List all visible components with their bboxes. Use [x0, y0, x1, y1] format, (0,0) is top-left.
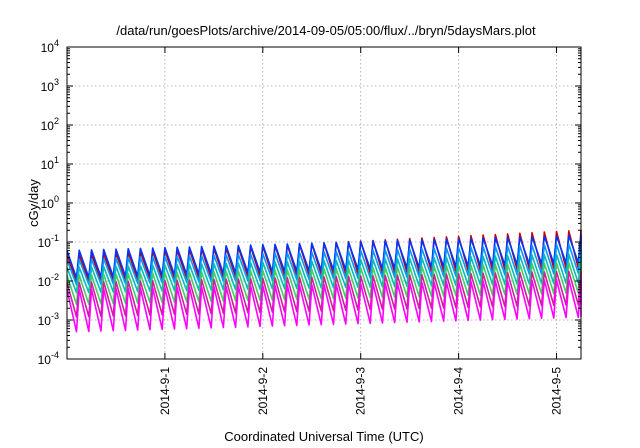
series-line-2	[66, 234, 582, 279]
x-tick-label: 2014-9-1	[158, 367, 172, 415]
series-group	[66, 229, 582, 333]
y-tick-label: 104	[41, 38, 59, 55]
x-tick-label: 2014-9-3	[354, 367, 368, 415]
y-tick-label: 10-2	[38, 272, 59, 289]
x-tick-label: 2014-9-4	[452, 367, 466, 415]
series-line-5	[66, 261, 582, 306]
y-tick-label: 101	[41, 155, 59, 172]
y-tick-label: 103	[41, 77, 59, 94]
y-tick-label: 10-4	[38, 350, 59, 367]
x-tick-label: 2014-9-2	[256, 367, 270, 415]
y-tick-label: 10-1	[38, 233, 59, 250]
y-axis-label: cGy/day	[26, 179, 41, 227]
y-tick-label: 102	[41, 116, 59, 133]
series-line-3	[66, 243, 582, 286]
ticks: 10-4 10-3 10-2 10-1 100 101 102 103 104 2014-9-1 2…	[38, 38, 581, 415]
chart-title: /data/run/goesPlots/archive/2014-09-05/0…	[116, 23, 536, 38]
y-tick-label: 100	[41, 194, 59, 211]
x-tick-label: 2014-9-5	[550, 367, 564, 415]
x-axis-label: Coordinated Universal Time (UTC)	[224, 429, 423, 444]
y-tick-label: 10-3	[38, 311, 59, 328]
series-line-7	[66, 278, 582, 333]
series-line-4	[66, 252, 582, 294]
series-line-6	[66, 270, 582, 318]
